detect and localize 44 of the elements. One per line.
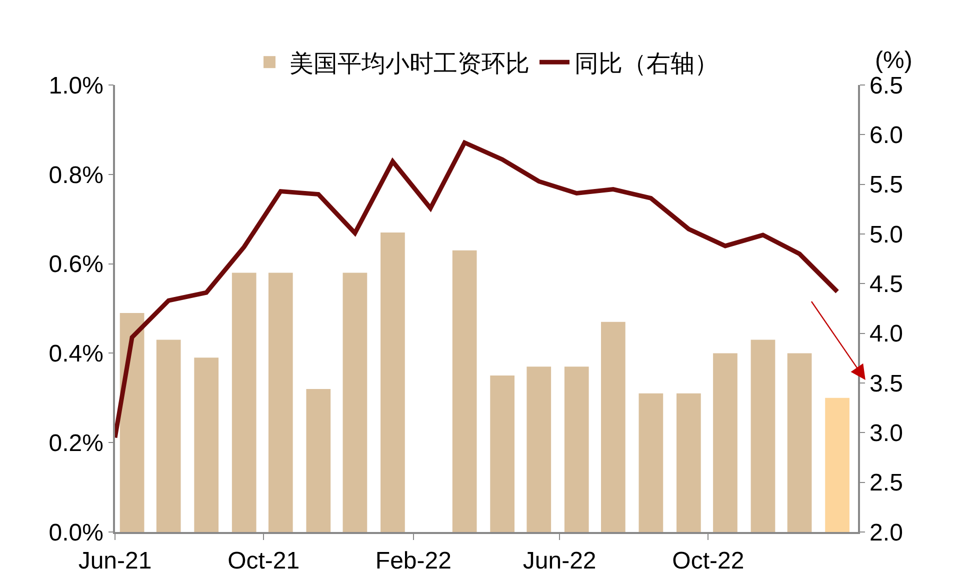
y-tick-label: 0.2% — [48, 430, 104, 457]
bar — [713, 353, 738, 532]
y2-tick-label: 6.5 — [870, 72, 903, 100]
y2-tick-label: 2.0 — [870, 519, 903, 546]
bar — [194, 358, 219, 532]
y2-axis-title: (%) — [875, 47, 912, 74]
bar — [120, 312, 144, 532]
y2-tick-label: 2.5 — [870, 470, 903, 497]
y2-tick-label: 6.0 — [870, 122, 903, 150]
x-tick-label: Jun-21 — [78, 548, 152, 575]
bar — [232, 272, 256, 532]
bar — [268, 272, 293, 532]
x-tick-label: Feb-22 — [375, 548, 452, 575]
y-tick-label: 0.4% — [48, 340, 104, 368]
bar — [156, 340, 181, 532]
y2-tick-label: 3.0 — [870, 420, 903, 448]
bar — [750, 340, 776, 532]
bar — [787, 353, 812, 532]
bar — [638, 393, 664, 532]
bar — [490, 376, 515, 532]
x-tick-label: Oct-22 — [672, 548, 744, 575]
y2-tick-label: 3.5 — [870, 370, 903, 398]
bar — [526, 366, 552, 532]
y-tick-label: 0.6% — [48, 251, 104, 278]
bar — [601, 322, 626, 532]
bar — [676, 393, 701, 532]
y-tick-label: 0.0% — [48, 519, 104, 546]
legend-label: 同比（右轴） — [574, 50, 718, 78]
y-tick-label: 0.8% — [48, 162, 104, 189]
bar — [380, 232, 405, 532]
y2-tick-label: 5.0 — [870, 221, 903, 248]
bar — [564, 366, 589, 532]
x-tick-label: Jun-22 — [522, 548, 596, 575]
legend-label: 美国平均小时工资环比 — [290, 50, 530, 78]
y2-tick-label: 5.5 — [870, 172, 903, 199]
y-tick-label: 1.0% — [48, 72, 104, 100]
y2-tick-label: 4.5 — [870, 271, 903, 298]
bar — [825, 398, 850, 532]
line-series — [115, 140, 840, 440]
bar — [452, 250, 477, 532]
bar — [342, 272, 368, 532]
bar — [306, 388, 331, 532]
x-tick-label: Oct-21 — [228, 548, 300, 575]
y2-tick-label: 4.0 — [870, 320, 903, 348]
